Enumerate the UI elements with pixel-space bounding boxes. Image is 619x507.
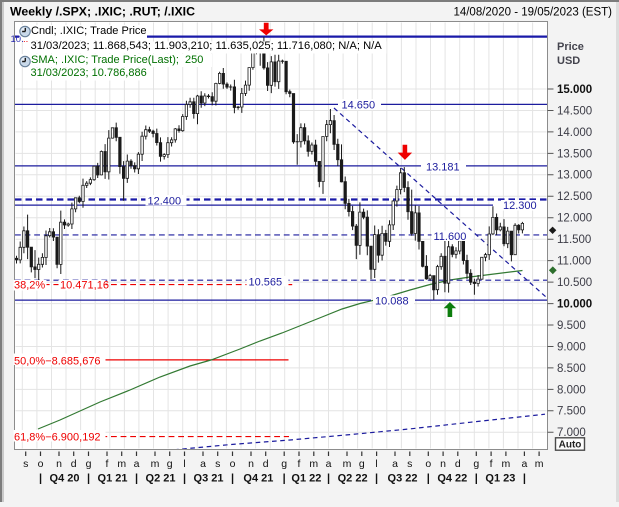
svg-text:n: n	[56, 458, 62, 470]
svg-text:14.500: 14.500	[557, 105, 592, 117]
svg-text:10.471,16: 10.471,16	[60, 280, 109, 292]
svg-text:d: d	[455, 458, 461, 470]
svg-text:m: m	[502, 458, 511, 470]
svg-text:Q2 22: Q2 22	[338, 473, 368, 485]
svg-text:f: f	[106, 458, 109, 470]
svg-text:Q4 22: Q4 22	[437, 473, 467, 485]
svg-text:14/08/2020 - 19/05/2023 (EST): 14/08/2020 - 19/05/2023 (EST)	[453, 7, 612, 19]
svg-text:15.000: 15.000	[557, 84, 592, 96]
svg-text:g: g	[281, 458, 287, 470]
svg-text:Weekly /.SPX; .IXIC; .RUT; /.I: Weekly /.SPX; .IXIC; .RUT; /.IXIC	[10, 5, 195, 19]
svg-text:m: m	[117, 458, 126, 470]
svg-text:s: s	[23, 458, 28, 470]
svg-text:o: o	[230, 458, 236, 470]
svg-text:13.181: 13.181	[426, 162, 460, 174]
svg-text:|: |	[283, 473, 286, 485]
svg-text:d: d	[263, 458, 269, 470]
svg-text:|: |	[135, 473, 138, 485]
svg-text:a: a	[326, 458, 332, 470]
svg-text:Price: Price	[557, 41, 584, 53]
svg-text:Q4 20: Q4 20	[50, 473, 80, 485]
svg-text:50,0%−8.685,676: 50,0%−8.685,676	[14, 355, 101, 367]
svg-text:Q1 21: Q1 21	[98, 473, 128, 485]
svg-text:|: |	[375, 473, 378, 485]
svg-text:d: d	[71, 458, 77, 470]
svg-text:14.650: 14.650	[342, 100, 376, 112]
svg-text:12.400: 12.400	[148, 195, 182, 207]
svg-text:9.500: 9.500	[557, 320, 586, 332]
svg-text:Cndl; .IXIC; Trade Price: Cndl; .IXIC; Trade Price	[31, 25, 147, 37]
svg-text:f: f	[298, 458, 301, 470]
svg-text:|: |	[327, 473, 330, 485]
svg-text:11.600: 11.600	[434, 231, 467, 243]
svg-text:Q1 22: Q1 22	[291, 473, 321, 485]
svg-text:g: g	[473, 458, 479, 470]
svg-text:|: |	[183, 473, 186, 485]
svg-text:11.000: 11.000	[557, 256, 591, 268]
svg-text:a: a	[392, 458, 398, 470]
svg-text:38,2%: 38,2%	[14, 280, 45, 292]
svg-text:10.000: 10.000	[557, 299, 592, 311]
svg-text:10.: 10.	[11, 34, 24, 45]
svg-text:7.500: 7.500	[557, 406, 586, 418]
svg-text:SMA; .IXIC; Trade Price(Last);: SMA; .IXIC; Trade Price(Last); 250	[31, 54, 203, 66]
svg-text:|: |	[39, 473, 42, 485]
svg-text:61,8%−6.900,192: 61,8%−6.900,192	[14, 432, 101, 444]
svg-text:g: g	[167, 458, 173, 470]
svg-text:l: l	[375, 458, 377, 470]
svg-text:|: |	[231, 473, 234, 485]
svg-text:12.000: 12.000	[557, 213, 592, 225]
svg-text:31/03/2023; 11.868,543; 11.903: 31/03/2023; 11.868,543; 11.903,210; 11.6…	[31, 40, 383, 52]
svg-text:13.000: 13.000	[557, 170, 592, 182]
svg-text:|: |	[427, 473, 430, 485]
svg-text:12.300: 12.300	[503, 200, 537, 212]
svg-text:14.000: 14.000	[557, 127, 592, 139]
svg-text:13.500: 13.500	[557, 148, 592, 160]
svg-text:a: a	[521, 458, 527, 470]
svg-text:a: a	[134, 458, 140, 470]
svg-text:8.000: 8.000	[557, 384, 586, 396]
svg-text:31/03/2023; 10.786,886: 31/03/2023; 10.786,886	[31, 67, 147, 79]
svg-text:|: |	[87, 473, 90, 485]
svg-text:Q1 23: Q1 23	[485, 473, 515, 485]
svg-text:12.500: 12.500	[557, 191, 592, 203]
svg-text:m: m	[343, 458, 352, 470]
svg-text:Auto: Auto	[559, 440, 582, 451]
svg-text:s: s	[215, 458, 220, 470]
svg-text:10.565: 10.565	[249, 276, 283, 288]
svg-text:g: g	[86, 458, 92, 470]
svg-text:n: n	[440, 458, 446, 470]
svg-text:USD: USD	[557, 55, 580, 67]
svg-text:Q4 21: Q4 21	[243, 473, 273, 485]
svg-text:f: f	[490, 458, 493, 470]
svg-text:m: m	[309, 458, 318, 470]
svg-text:m: m	[151, 458, 160, 470]
svg-text:11.500: 11.500	[557, 234, 591, 246]
svg-text:Q2 21: Q2 21	[146, 473, 176, 485]
svg-text:8.500: 8.500	[557, 363, 586, 375]
svg-text:10.500: 10.500	[557, 277, 592, 289]
svg-text:10.088: 10.088	[375, 295, 409, 307]
svg-text:m: m	[535, 458, 544, 470]
svg-text:g: g	[359, 458, 365, 470]
svg-text:o: o	[425, 458, 431, 470]
svg-text:Q3 21: Q3 21	[194, 473, 224, 485]
svg-text:7.000: 7.000	[557, 427, 586, 439]
svg-text:..: ..	[23, 34, 28, 45]
svg-text:9.000: 9.000	[557, 341, 586, 353]
svg-text:n: n	[248, 458, 254, 470]
svg-text:|: |	[475, 473, 478, 485]
svg-text:a: a	[200, 458, 206, 470]
svg-text:s: s	[407, 458, 412, 470]
svg-text:|: |	[523, 473, 526, 485]
svg-text:o: o	[38, 458, 44, 470]
svg-text:l: l	[183, 458, 185, 470]
svg-text:Q3 22: Q3 22	[388, 473, 418, 485]
